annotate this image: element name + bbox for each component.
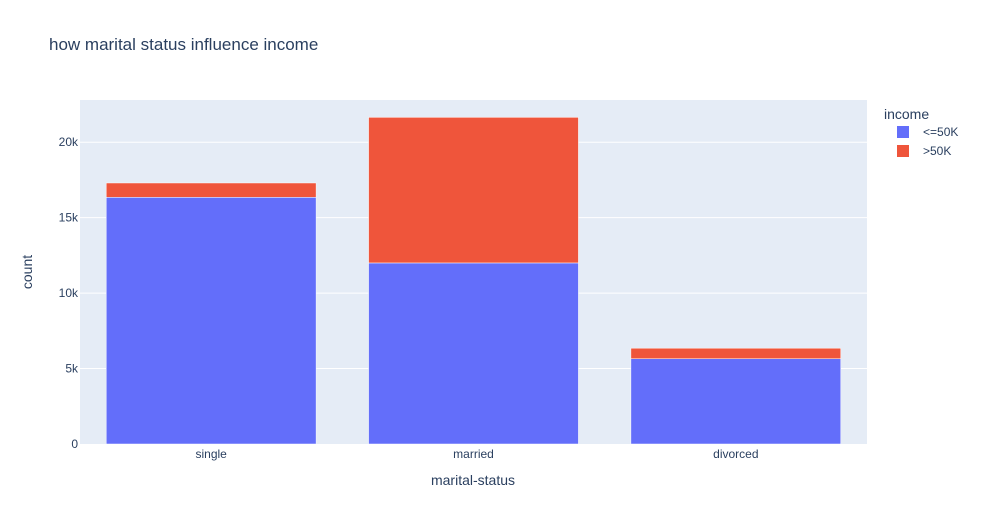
bar-divorced-le50k[interactable] <box>630 358 842 445</box>
bar-single-gt50k[interactable] <box>105 182 317 198</box>
x-tick-label: married <box>453 447 494 461</box>
x-axis-title: marital-status <box>431 472 515 488</box>
y-tick-label: 10k <box>59 286 79 300</box>
y-tick-label: 15k <box>59 211 79 225</box>
bars[interactable] <box>105 117 842 445</box>
y-tick-label: 0 <box>71 437 78 451</box>
bar-married-le50k[interactable] <box>368 262 579 445</box>
x-tick-label: divorced <box>713 447 758 461</box>
legend-label[interactable]: >50K <box>923 144 951 158</box>
legend-swatch[interactable] <box>897 145 909 157</box>
bar-single-le50k[interactable] <box>105 197 317 445</box>
chart-title: how marital status influence income <box>49 35 318 54</box>
legend-title: income <box>884 106 929 122</box>
legend[interactable]: income <=50K >50K <box>884 106 958 158</box>
y-axis-ticks: 0 5k 10k 15k 20k <box>59 135 79 451</box>
y-axis-title: count <box>19 255 35 289</box>
y-tick-label: 20k <box>59 135 79 149</box>
x-tick-label: single <box>195 447 227 461</box>
legend-swatch[interactable] <box>897 126 909 138</box>
x-axis-ticks: single married divorced <box>195 447 758 461</box>
legend-label[interactable]: <=50K <box>923 125 958 139</box>
y-tick-label: 5k <box>65 362 79 376</box>
bar-married-gt50k[interactable] <box>368 117 579 264</box>
bar-divorced-gt50k[interactable] <box>630 347 842 360</box>
